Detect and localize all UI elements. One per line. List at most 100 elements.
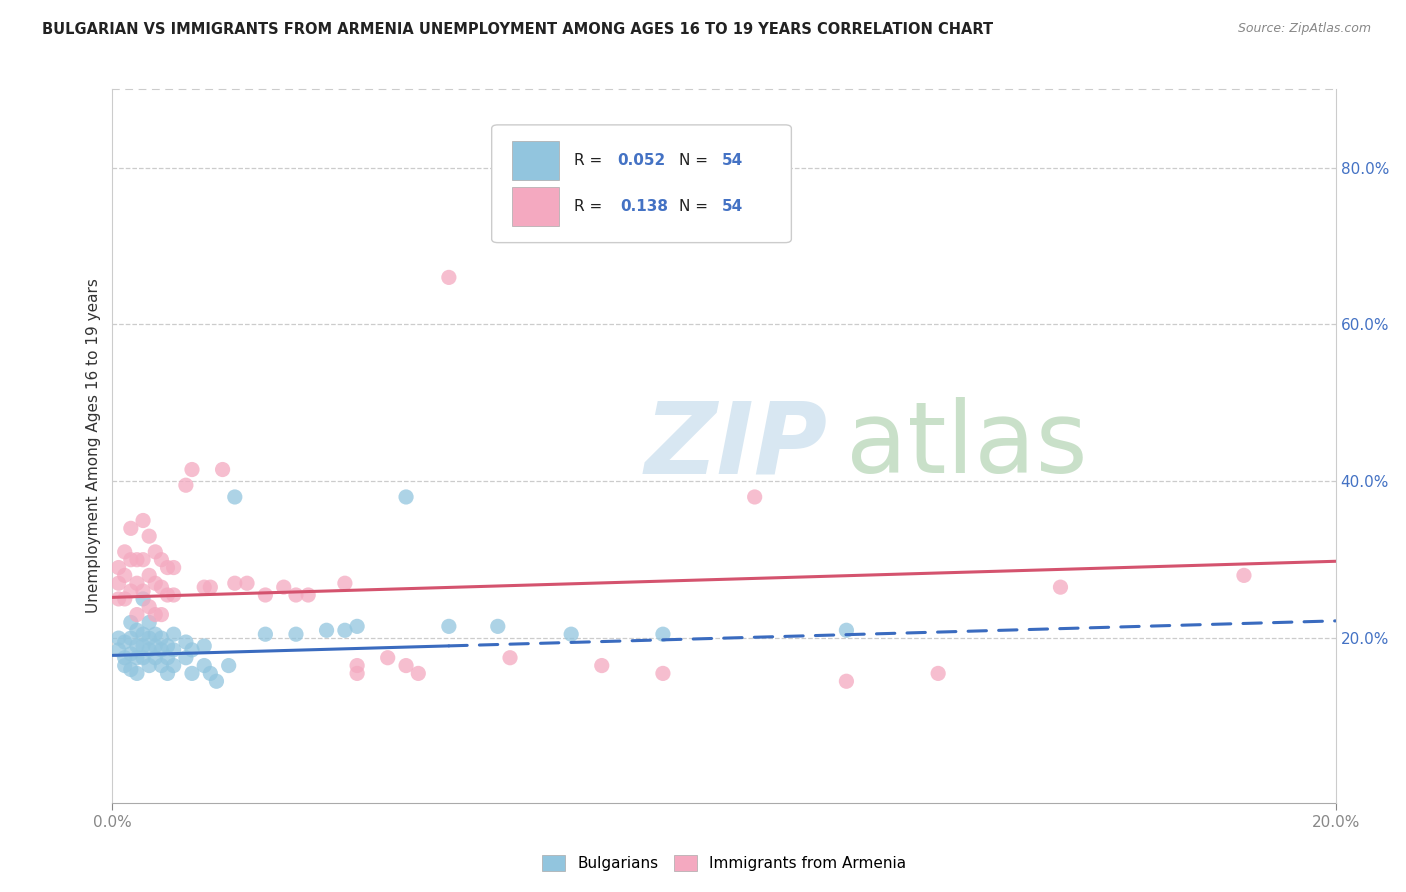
Text: R =: R = xyxy=(574,200,612,214)
Point xyxy=(107,631,129,645)
Point xyxy=(150,552,173,566)
Point xyxy=(181,666,204,681)
Point xyxy=(120,647,142,661)
Point xyxy=(125,552,148,566)
Point xyxy=(163,560,186,574)
Point xyxy=(395,658,418,673)
Point xyxy=(114,545,136,559)
Point xyxy=(156,666,179,681)
Point xyxy=(114,591,136,606)
Point xyxy=(150,631,173,645)
Point xyxy=(346,619,368,633)
Point xyxy=(163,658,186,673)
Point xyxy=(138,568,160,582)
Point xyxy=(1233,568,1256,582)
Text: R =: R = xyxy=(574,153,607,168)
Point xyxy=(120,584,142,599)
Point xyxy=(125,639,148,653)
Point xyxy=(125,607,148,622)
Point xyxy=(437,270,460,285)
Point xyxy=(273,580,295,594)
Point xyxy=(143,650,166,665)
Point xyxy=(200,666,222,681)
Point xyxy=(174,635,197,649)
Point xyxy=(377,650,399,665)
Point xyxy=(120,631,142,645)
Point xyxy=(224,490,246,504)
Point xyxy=(150,643,173,657)
Point xyxy=(591,658,613,673)
Point xyxy=(138,615,160,630)
Point xyxy=(143,576,166,591)
Text: 0.052: 0.052 xyxy=(617,153,666,168)
Point xyxy=(652,666,675,681)
FancyBboxPatch shape xyxy=(512,187,560,227)
Point xyxy=(236,576,259,591)
FancyBboxPatch shape xyxy=(512,141,560,180)
Point xyxy=(143,545,166,559)
Point xyxy=(156,560,179,574)
Point xyxy=(150,580,173,594)
Point xyxy=(346,658,368,673)
Point xyxy=(163,588,186,602)
Point xyxy=(486,619,509,633)
Point xyxy=(315,624,337,638)
Point xyxy=(218,658,240,673)
Point xyxy=(211,462,233,476)
Point xyxy=(138,631,160,645)
Point xyxy=(174,650,197,665)
Point xyxy=(143,607,166,622)
Point xyxy=(193,639,215,653)
Point xyxy=(163,627,186,641)
Point xyxy=(174,478,197,492)
Point xyxy=(560,627,582,641)
Point xyxy=(114,658,136,673)
Point xyxy=(125,650,148,665)
Point xyxy=(254,588,277,602)
Point xyxy=(408,666,430,681)
Point xyxy=(333,576,356,591)
Point xyxy=(107,591,129,606)
Point xyxy=(224,576,246,591)
Text: ZIP: ZIP xyxy=(644,398,828,494)
Text: 0.138: 0.138 xyxy=(620,200,668,214)
Point xyxy=(132,552,155,566)
Point xyxy=(114,568,136,582)
Point xyxy=(143,627,166,641)
Legend: Bulgarians, Immigrants from Armenia: Bulgarians, Immigrants from Armenia xyxy=(536,849,912,877)
Point xyxy=(835,674,858,689)
Point xyxy=(125,576,148,591)
Point xyxy=(333,624,356,638)
Point xyxy=(163,643,186,657)
Point xyxy=(1049,580,1071,594)
Point xyxy=(437,619,460,633)
Point xyxy=(114,635,136,649)
Point xyxy=(200,580,222,594)
Point xyxy=(107,576,129,591)
Point xyxy=(744,490,766,504)
Point xyxy=(156,650,179,665)
Point xyxy=(107,560,129,574)
Point xyxy=(132,514,155,528)
Point xyxy=(120,663,142,677)
Text: atlas: atlas xyxy=(846,398,1088,494)
Point xyxy=(150,607,173,622)
Point xyxy=(499,650,522,665)
Point xyxy=(297,588,319,602)
Point xyxy=(120,521,142,535)
Point xyxy=(395,490,418,504)
Point xyxy=(132,650,155,665)
Point xyxy=(652,627,675,641)
Text: N =: N = xyxy=(679,153,713,168)
Point xyxy=(120,615,142,630)
Point xyxy=(254,627,277,641)
Text: Source: ZipAtlas.com: Source: ZipAtlas.com xyxy=(1237,22,1371,36)
Point xyxy=(132,591,155,606)
Point xyxy=(193,658,215,673)
Point xyxy=(150,658,173,673)
Text: 54: 54 xyxy=(721,153,742,168)
Point xyxy=(181,462,204,476)
FancyBboxPatch shape xyxy=(492,125,792,243)
Text: N =: N = xyxy=(679,200,713,214)
Text: 54: 54 xyxy=(721,200,742,214)
